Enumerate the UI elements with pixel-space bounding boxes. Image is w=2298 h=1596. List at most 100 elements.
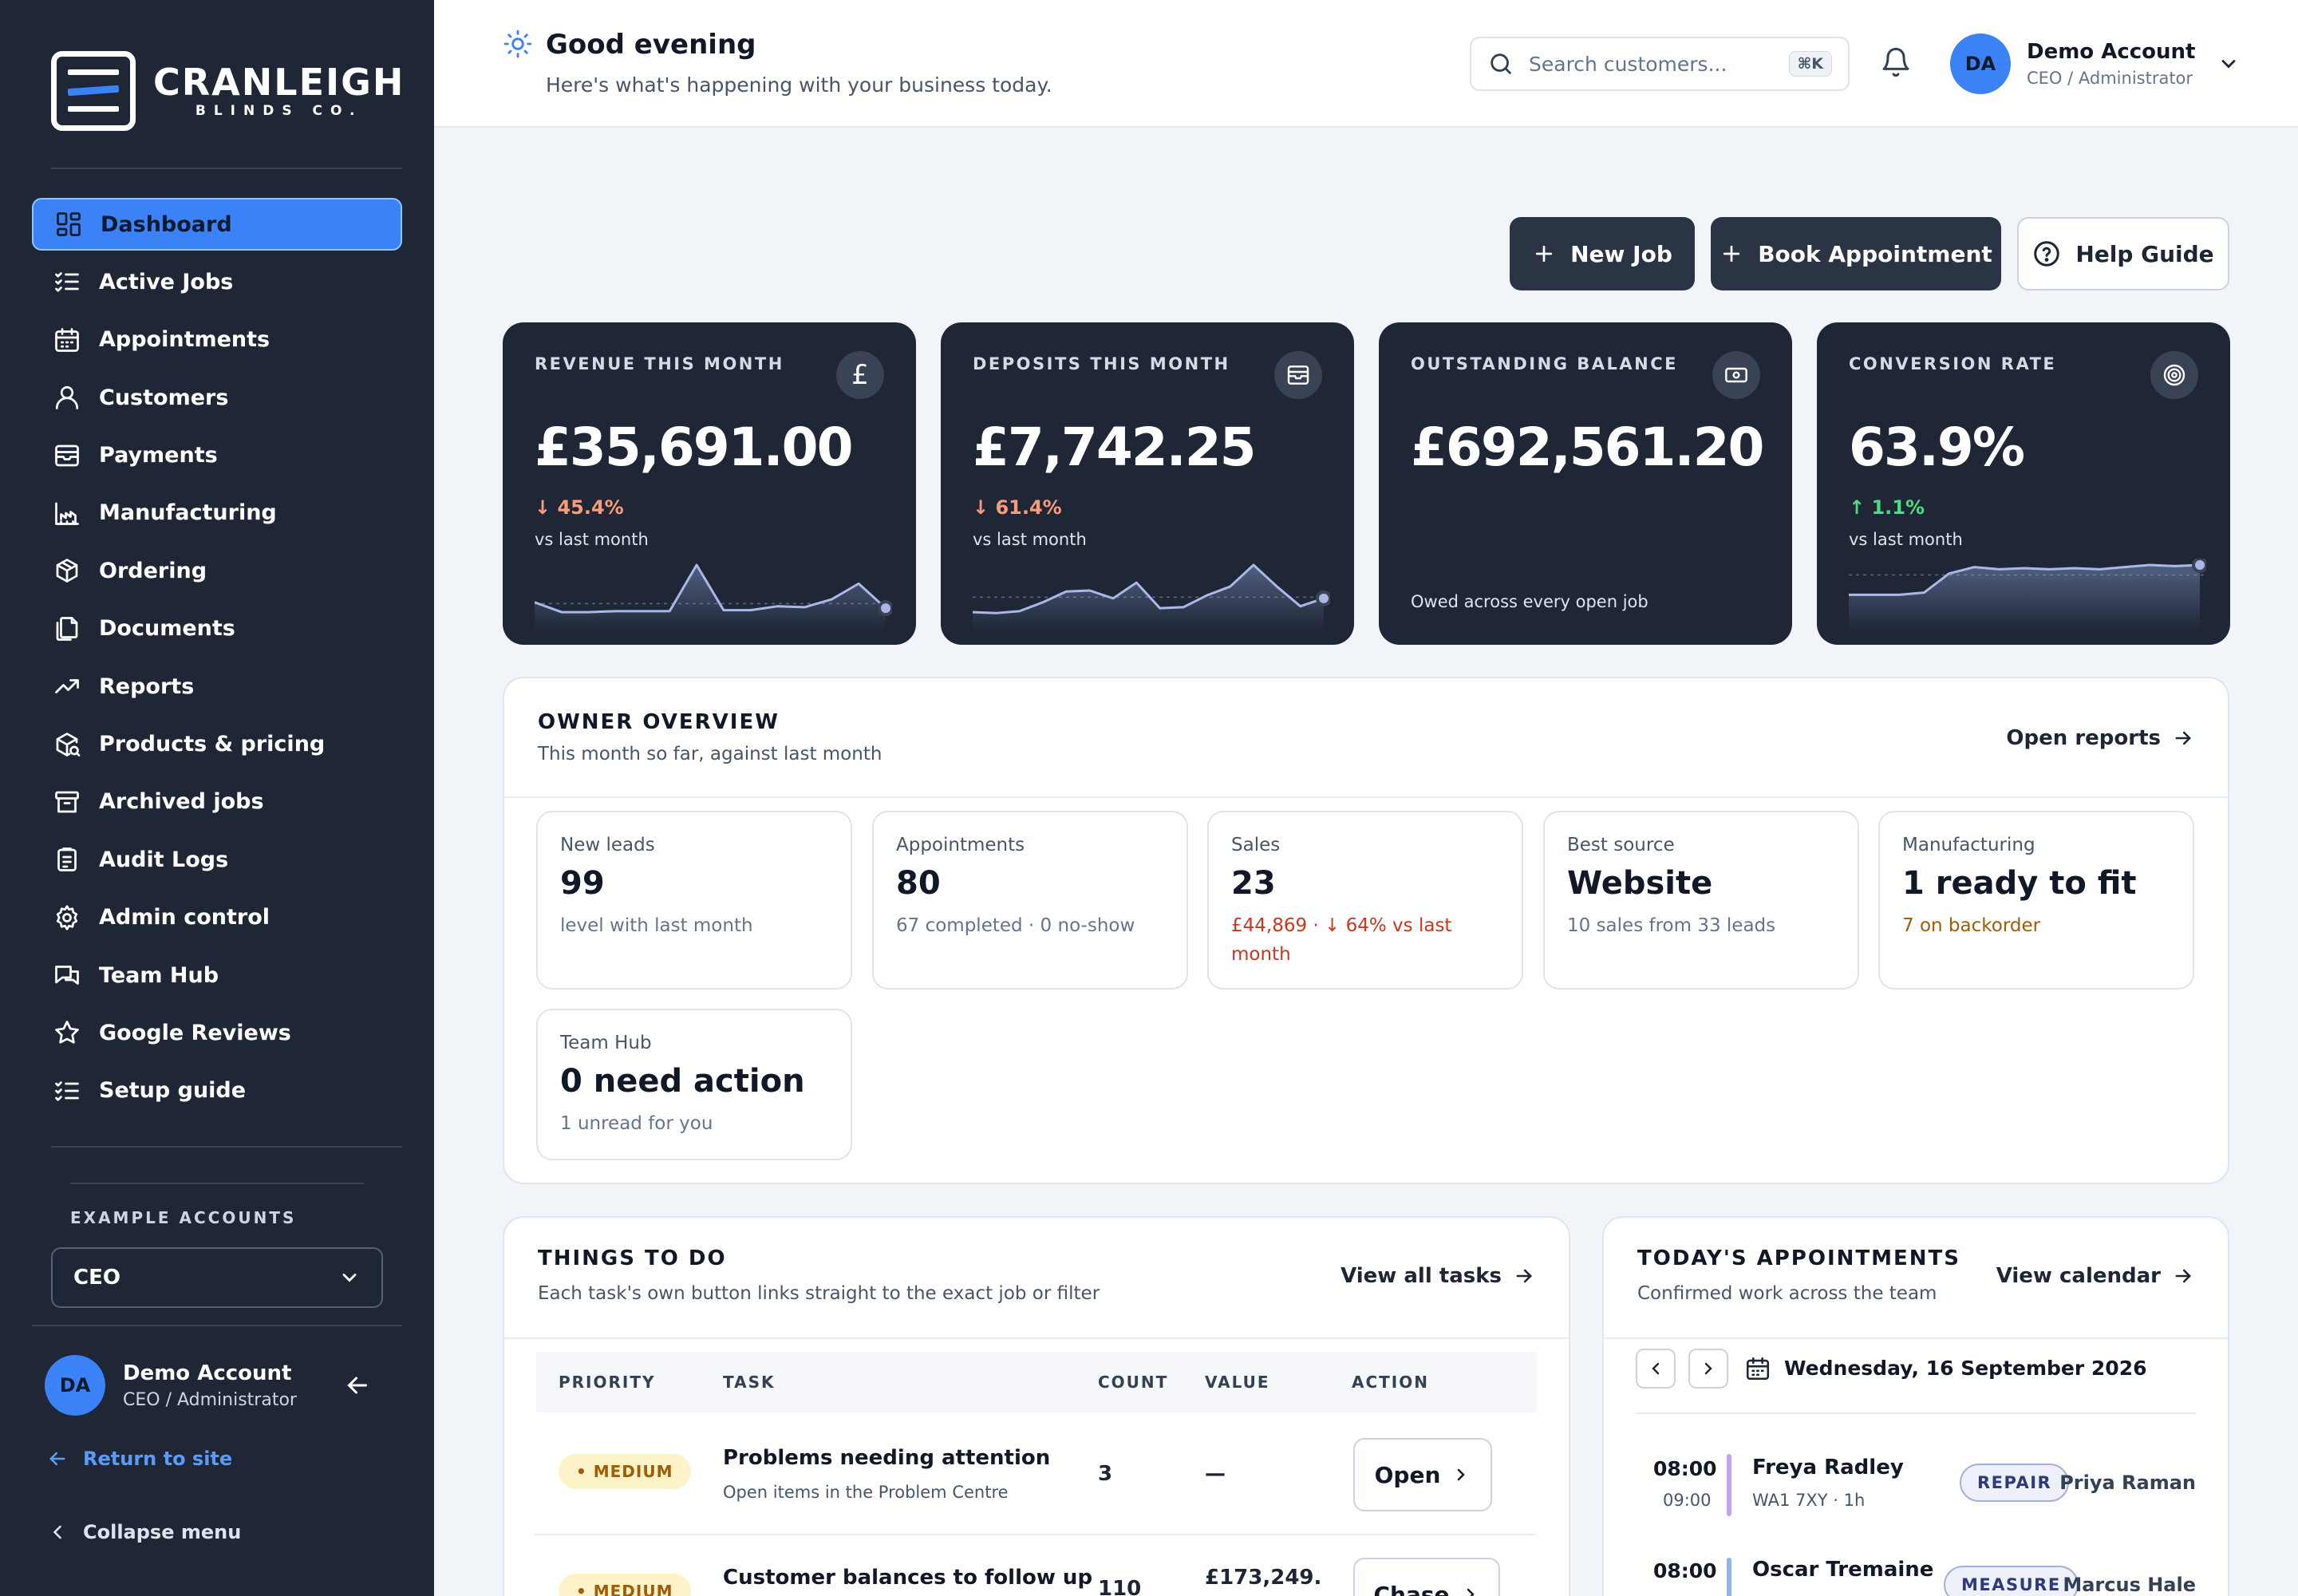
top-header: Good evening Here's what's happening wit…	[434, 0, 2298, 128]
kpi-card-outstanding[interactable]: OUTSTANDING BALANCE £692,561.20 Owed acr…	[1379, 322, 1792, 645]
sidebar-item-team-hub[interactable]: Team Hub	[32, 949, 402, 1001]
view-all-tasks-link[interactable]: View all tasks	[1340, 1264, 1535, 1288]
greeting-subtitle: Here's what's happening with your busine…	[546, 73, 1052, 97]
checklist-icon	[55, 272, 79, 292]
view-all-tasks-label: View all tasks	[1340, 1264, 1502, 1288]
kpi-subtext: Owed across every open job	[1411, 592, 1648, 611]
kpi-subtext: vs last month	[973, 530, 1087, 549]
bell-icon	[1882, 47, 1909, 77]
sidebar-user-role: CEO / Administrator	[123, 1389, 297, 1410]
sidebar-item-label: Ordering	[99, 558, 207, 583]
return-to-site-link[interactable]: Return to site	[46, 1448, 232, 1470]
collapse-menu-label: Collapse menu	[83, 1521, 242, 1543]
chase-task-label: Chase	[1373, 1581, 1450, 1596]
sidebar-item-reports[interactable]: Reports	[32, 660, 402, 713]
overview-sub: level with last month	[560, 915, 753, 936]
task-name: Problems needing attention	[723, 1446, 1051, 1470]
overview-card-appointments[interactable]: Appointments 80 67 completed · 0 no-show	[872, 811, 1188, 990]
brand-sub: BLINDS CO.	[195, 103, 363, 119]
sidebar-item-audit-logs[interactable]: Audit Logs	[32, 833, 402, 886]
chevron-left-icon	[1652, 1362, 1660, 1375]
sidebar-item-dashboard[interactable]: Dashboard	[32, 198, 402, 251]
sidebar-item-manufacturing[interactable]: Manufacturing	[32, 487, 402, 539]
kpi-card-conversion[interactable]: CONVERSION RATE 63.9% ↑ 1.1% vs last mon…	[1817, 322, 2230, 645]
kpi-sparkline	[1849, 559, 2206, 630]
open-reports-link[interactable]: Open reports	[2006, 726, 2194, 750]
section-subtitle: Each task's own button links straight to…	[538, 1283, 1100, 1304]
priority-badge: • MEDIUM	[559, 1574, 691, 1596]
user-icon	[55, 386, 79, 410]
sidebar-item-label: Archived jobs	[99, 789, 264, 815]
sidebar-item-archived-jobs[interactable]: Archived jobs	[32, 776, 402, 828]
gear-icon	[56, 905, 78, 930]
appointment-color-bar	[1727, 1454, 1731, 1516]
sidebar-item-appointments[interactable]: Appointments	[32, 314, 402, 366]
sidebar-back-button[interactable]	[343, 1371, 372, 1400]
kpi-card-deposits[interactable]: DEPOSITS THIS MONTH £7,742.25 ↓ 61.4% vs…	[941, 322, 1354, 645]
dashboard-icon	[57, 212, 81, 236]
overview-card-team-hub[interactable]: Team Hub 0 need action 1 unread for you	[536, 1009, 852, 1160]
sidebar-item-label: Dashboard	[101, 211, 232, 237]
sidebar-nav: Dashboard Active Jobs Appointments Customer…	[32, 198, 402, 1122]
collapse-menu-button[interactable]: Collapse menu	[46, 1521, 241, 1543]
appointment-customer: Oscar Tremaine	[1752, 1558, 1934, 1582]
calendar-icon	[1746, 1357, 1770, 1381]
book-appointment-label: Book Appointment	[1758, 240, 1992, 267]
notifications-button[interactable]	[1880, 46, 1912, 78]
section-subtitle: Confirmed work across the team	[1637, 1283, 1937, 1304]
help-guide-button[interactable]: Help Guide	[2017, 217, 2229, 290]
things-to-do-card: THINGS TO DO Each task's own button link…	[503, 1216, 1570, 1596]
sidebar-item-documents[interactable]: Documents	[32, 602, 402, 655]
sparkline-line	[1849, 563, 2201, 596]
chase-task-button[interactable]: Chase	[1353, 1558, 1500, 1596]
kpi-card-revenue[interactable]: REVENUE THIS MONTH £ £35,691.00 ↓ 45.4% …	[503, 322, 916, 645]
section-title: THINGS TO DO	[538, 1246, 727, 1270]
kpi-subtext: vs last month	[1849, 530, 1963, 549]
view-calendar-link[interactable]: View calendar	[1996, 1264, 2194, 1288]
example-account-select[interactable]: CEO	[51, 1247, 383, 1308]
header-user-menu[interactable]: DA Demo Account CEO / Administrator	[1950, 34, 2240, 94]
sidebar-item-label: Payments	[99, 443, 218, 468]
sidebar-item-ordering[interactable]: Ordering	[32, 544, 402, 597]
new-job-button[interactable]: New Job	[1510, 217, 1695, 290]
sidebar-item-payments[interactable]: Payments	[32, 429, 402, 482]
sidebar-item-setup-guide[interactable]: Setup guide	[32, 1065, 402, 1117]
open-task-button[interactable]: Open	[1353, 1438, 1492, 1511]
sidebar-item-label: Admin control	[99, 905, 270, 930]
sidebar-item-label: Reports	[99, 674, 195, 699]
archive-icon	[55, 791, 79, 813]
arrow-left-icon	[347, 1377, 367, 1394]
task-count: 110	[1098, 1577, 1142, 1596]
overview-card-manufacturing[interactable]: Manufacturing 1 ready to fit 7 on backor…	[1878, 811, 2194, 990]
overview-card-sales[interactable]: Sales 23 £44,869 · ↓ 64% vs last month	[1207, 811, 1523, 990]
sidebar-item-active-jobs[interactable]: Active Jobs	[32, 255, 402, 308]
next-day-button[interactable]	[1688, 1349, 1728, 1389]
overview-value: 23	[1231, 865, 1276, 902]
overview-card-best-source[interactable]: Best source Website 10 sales from 33 lea…	[1543, 811, 1859, 990]
kpi-delta: ↓ 61.4%	[973, 496, 1062, 519]
appointment-type-badge: REPAIR	[1960, 1464, 2070, 1502]
sidebar-item-google-reviews[interactable]: Google Reviews	[32, 1006, 402, 1059]
overview-label: New leads	[560, 835, 655, 855]
kpi-value: £692,561.20	[1411, 417, 1764, 478]
sparkline-endpoint	[878, 600, 892, 617]
sidebar-item-products-pricing[interactable]: Products & pricing	[32, 718, 402, 771]
previous-day-button[interactable]	[1636, 1349, 1676, 1389]
search-input[interactable]: Search customers... ⌘K	[1470, 37, 1850, 91]
overview-label: Appointments	[896, 835, 1025, 855]
brand-logo[interactable]: CRANLEIGH BLINDS CO.	[51, 51, 405, 131]
sidebar-item-customers[interactable]: Customers	[32, 371, 402, 424]
sidebar-user[interactable]: DA Demo Account CEO / Administrator	[45, 1355, 297, 1416]
appointment-end: 09:00	[1663, 1491, 1712, 1510]
kpi-value: 63.9%	[1849, 417, 2025, 478]
overview-value: 99	[560, 865, 605, 902]
task-description: Open items in the Problem Centre	[723, 1483, 1009, 1502]
book-appointment-button[interactable]: Book Appointment	[1711, 217, 2001, 290]
sidebar-divider	[32, 1325, 402, 1326]
sidebar-item-label: Audit Logs	[99, 847, 229, 872]
appointment-staff: Marcus Hale	[2063, 1574, 2196, 1596]
sidebar-item-admin-control[interactable]: Admin control	[32, 891, 402, 944]
appointment-color-bar	[1727, 1558, 1731, 1596]
overview-card-new-leads[interactable]: New leads 99 level with last month	[536, 811, 852, 990]
clipboard-icon	[57, 847, 77, 872]
